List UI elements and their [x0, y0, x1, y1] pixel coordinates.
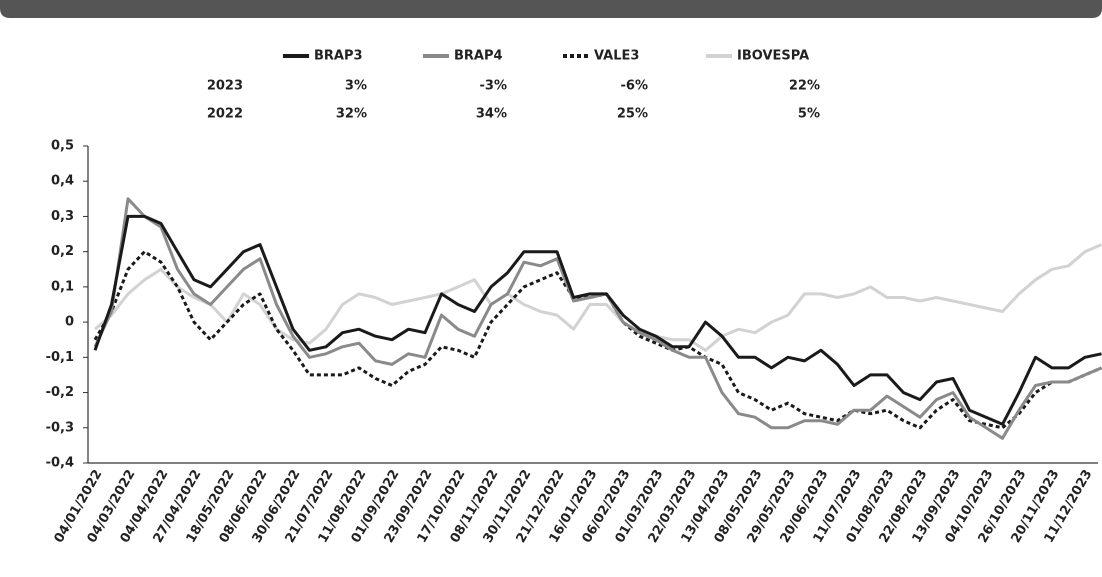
return-value: 22% [789, 79, 820, 94]
y-tick-label: -0,1 [46, 350, 74, 365]
series-line [94, 243, 1102, 352]
year-label: 2023 [207, 79, 243, 94]
series-line [93, 250, 1102, 430]
y-tick-label: 0,1 [51, 279, 74, 294]
series-line [93, 197, 1102, 440]
y-tick-label: 0,3 [51, 209, 74, 224]
y-tick-label: -0,3 [46, 420, 74, 435]
header-bar [0, 0, 1102, 18]
y-tick-label: -0,4 [46, 456, 74, 471]
legend-label: VALE3 [594, 49, 639, 64]
return-value: 25% [617, 107, 648, 122]
y-tick-label: 0,4 [51, 174, 74, 189]
y-tick-label: 0 [65, 315, 74, 330]
return-value: 3% [345, 79, 367, 94]
year-label: 2022 [207, 107, 243, 122]
y-tick-label: -0,2 [46, 385, 74, 400]
return-value: -6% [621, 79, 648, 94]
y-tick-label: 0,2 [51, 244, 74, 259]
legend-label: BRAP3 [314, 49, 363, 64]
series-line [93, 214, 1102, 426]
legend-label: BRAP4 [454, 49, 503, 64]
return-value: 32% [336, 107, 367, 122]
return-value: 34% [476, 107, 507, 122]
legend-label: IBOVESPA [737, 49, 809, 64]
y-tick-label: 0,5 [51, 139, 74, 154]
return-value: -3% [480, 79, 507, 94]
return-value: 5% [798, 107, 820, 122]
